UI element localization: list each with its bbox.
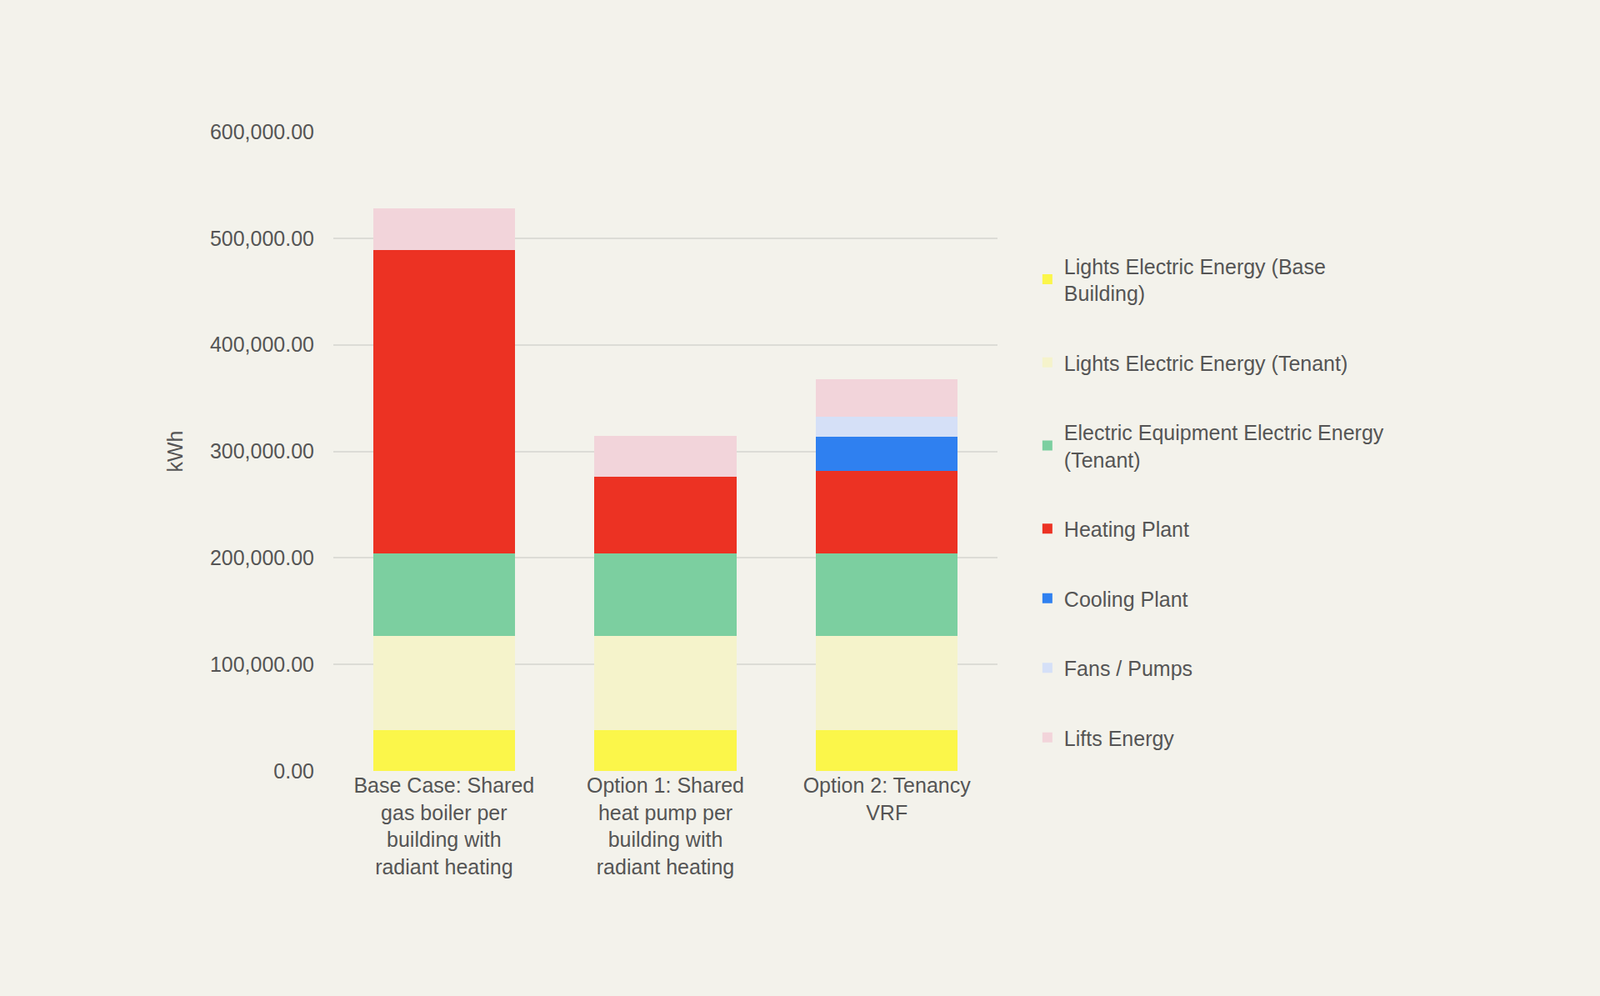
svg-text:400,000.00: 400,000.00 xyxy=(210,332,315,356)
svg-text:500,000.00: 500,000.00 xyxy=(210,226,315,250)
svg-text:300,000.00: 300,000.00 xyxy=(210,439,315,463)
svg-text:Lights Electric Energy (Tenant: Lights Electric Energy (Tenant) xyxy=(1064,351,1348,375)
svg-text:Option 2: TenancyVRF: Option 2: TenancyVRF xyxy=(803,773,972,825)
svg-text:Electric Equipment Electric En: Electric Equipment Electric Energy(Tenan… xyxy=(1064,420,1385,472)
svg-text:Heating Plant: Heating Plant xyxy=(1064,517,1190,541)
svg-text:Lights Electric Energy (BaseBu: Lights Electric Energy (BaseBuilding) xyxy=(1064,255,1326,306)
svg-text:0.00: 0.00 xyxy=(273,759,315,783)
svg-text:Cooling Plant: Cooling Plant xyxy=(1064,587,1189,611)
svg-text:100,000.00: 100,000.00 xyxy=(210,652,315,676)
svg-text:200,000.00: 200,000.00 xyxy=(210,545,315,570)
svg-text:Option 1: Sharedheat pump perb: Option 1: Sharedheat pump perbuilding wi… xyxy=(586,773,745,879)
svg-text:kWh: kWh xyxy=(163,430,187,473)
svg-text:Fans / Pumps: Fans / Pumps xyxy=(1064,656,1193,680)
svg-text:Lifts Energy: Lifts Energy xyxy=(1064,726,1175,750)
svg-text:600,000.00: 600,000.00 xyxy=(210,120,315,144)
svg-text:Base Case: Sharedgas boiler pe: Base Case: Sharedgas boiler perbuilding … xyxy=(353,773,535,879)
